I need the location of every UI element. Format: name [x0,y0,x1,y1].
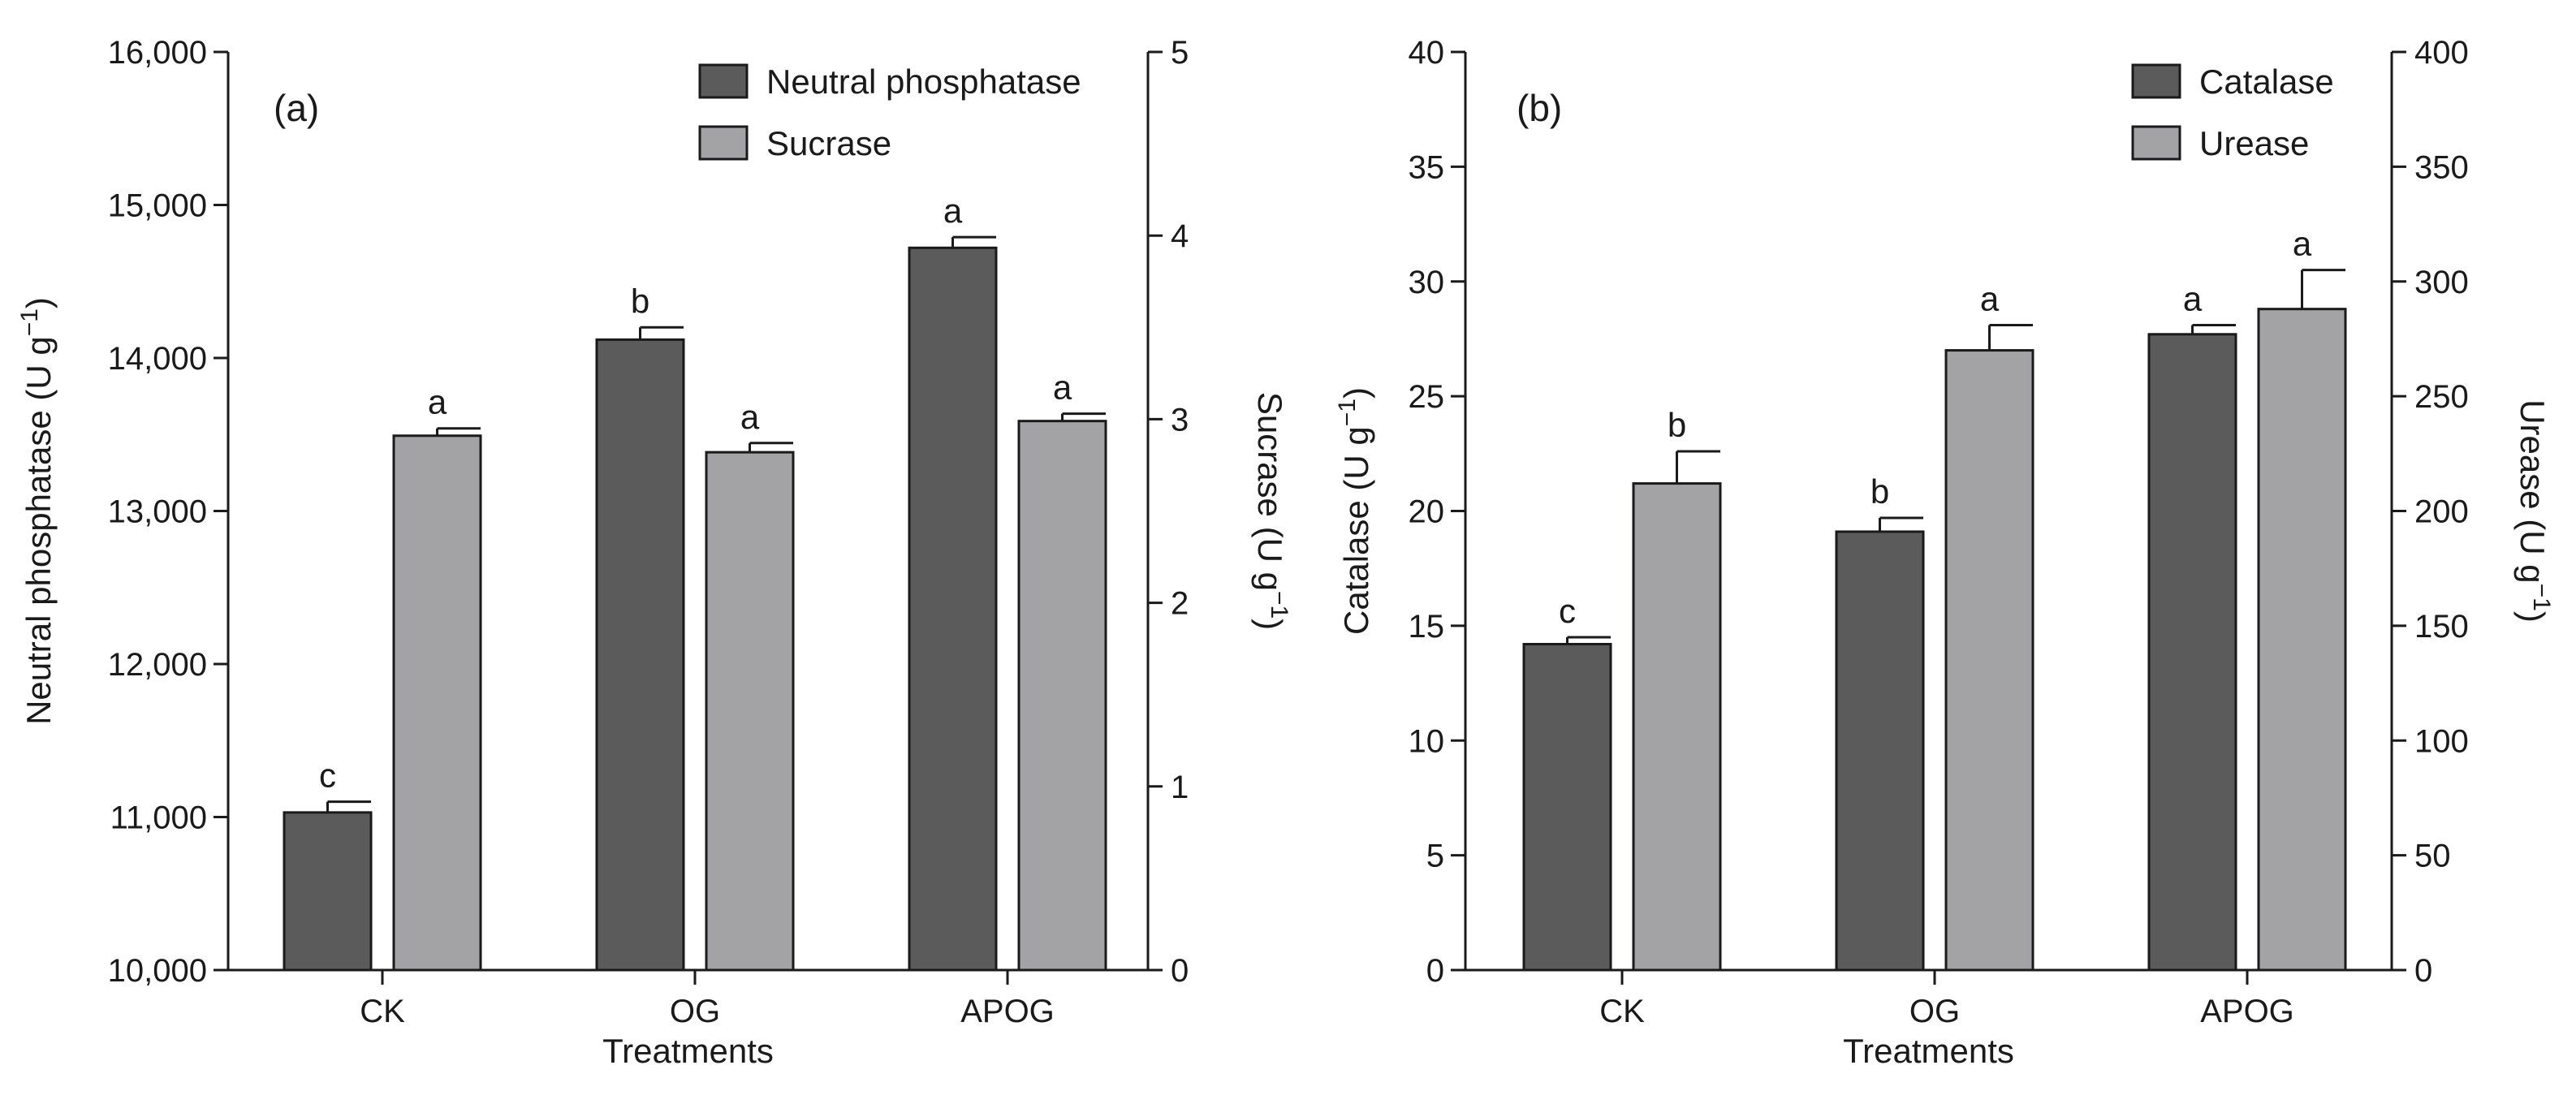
right-tick-label: 3 [1171,402,1189,438]
right-tick-label: 200 [2414,494,2469,530]
left-axis-title: Neutral phosphatase (U g−1) [16,297,58,725]
left-axis-title-superscript: −1 [16,308,43,336]
panel-label: (a) [274,87,319,129]
significance-letter: a [1980,279,2000,317]
left-axis-title-close: ) [1337,387,1375,399]
left-tick-label: 0 [1426,953,1444,989]
legend-swatch [698,63,749,99]
right-tick-label: 50 [2414,839,2451,874]
right-axis-title-superscript: −1 [1266,591,1293,619]
left-tick-label: 11,000 [110,800,207,836]
significance-letter: a [2293,225,2312,263]
left-axis-title: Catalase (U g−1) [1334,387,1376,635]
significance-letter: a [428,383,447,421]
left-tick-label: 12,000 [108,647,207,683]
left-axis-title-text: Catalase (U g [1337,426,1375,635]
right-axis-title-close: ) [1251,619,1289,630]
significance-letter: a [943,192,963,230]
left-tick-label: 15,000 [108,188,207,224]
significance-letter: a [740,398,760,436]
left-axis-title-text: Neutral phosphatase (U g [19,336,58,725]
right-axis-title: Sucrase (U g−1) [1251,392,1293,630]
x-tick-label: APOG [2200,994,2294,1029]
x-axis-title: Treatments [602,1032,774,1070]
left-tick-label: 40 [1409,35,1445,71]
bar-neutral-phosphatase [908,246,998,972]
legend-swatch [698,125,749,161]
significance-letter: b [631,282,649,320]
bar-urease [1632,482,1722,972]
x-tick-label: OG [670,994,720,1029]
legend-swatch [2131,125,2181,161]
bar-sucrase [705,451,795,972]
bar-catalase [1522,642,1612,972]
right-axis-title-close: ) [2513,611,2552,623]
left-tick-label: 20 [1409,494,1445,530]
x-tick-label: CK [1599,994,1645,1029]
significance-letter: c [319,757,336,795]
bar-sucrase [392,434,482,972]
significance-letter: b [1871,472,1889,511]
left-tick-label: 35 [1409,149,1445,185]
right-axis-title-superscript: −1 [2529,584,2556,611]
legend-label: Neutral phosphatase [766,63,1081,101]
right-axis-title-text: Urease (U g [2513,399,2552,583]
right-tick-label: 5 [1171,35,1189,71]
legend-label: Urease [2199,124,2309,162]
x-axis-title: Treatments [1843,1032,2014,1070]
left-tick-label: 13,000 [108,494,207,530]
bar-sucrase [1017,420,1107,972]
x-tick-label: OG [1909,994,1960,1029]
left-tick-label: 10 [1409,723,1445,759]
legend-swatch [2131,63,2181,99]
bar-neutral-phosphatase [283,811,373,972]
right-tick-label: 300 [2414,265,2469,300]
right-tick-label: 250 [2414,379,2469,415]
bar-urease [2257,308,2347,972]
right-tick-label: 0 [2414,953,2432,989]
x-tick-label: CK [360,994,405,1029]
right-tick-label: 1 [1171,770,1189,805]
right-axis-title: Urease (U g−1) [2513,399,2556,623]
significance-letter: a [1053,369,1072,407]
left-tick-label: 5 [1426,839,1444,874]
left-tick-label: 10,000 [108,953,207,989]
x-tick-label: APOG [960,994,1055,1029]
left-tick-label: 14,000 [108,341,207,377]
significance-letter: a [2183,279,2203,317]
left-tick-label: 25 [1409,379,1445,415]
bar-catalase [1835,530,1925,972]
bar-catalase [2147,333,2237,972]
right-axis-title-text: Sucrase (U g [1251,392,1289,591]
bar-urease [1944,349,2034,972]
right-tick-label: 150 [2414,609,2469,645]
significance-letter: c [1559,592,1576,630]
right-tick-label: 0 [1171,953,1189,989]
right-tick-label: 350 [2414,149,2469,185]
right-tick-label: 400 [2414,35,2469,71]
legend-label: Sucrase [766,124,891,162]
right-tick-label: 2 [1171,586,1189,622]
panel-label: (b) [1517,87,1562,129]
significance-letter: b [1668,406,1686,444]
left-axis-title-close: ) [19,297,58,308]
right-tick-label: 100 [2414,723,2469,759]
legend-label: Catalase [2199,63,2334,101]
left-tick-label: 16,000 [108,35,207,71]
left-tick-label: 30 [1409,265,1445,300]
chart-panel-b: 0510152025303540050100150200250300350400… [1334,35,2556,1070]
left-axis-title-superscript: −1 [1334,399,1361,426]
bar-neutral-phosphatase [595,338,685,972]
left-tick-label: 15 [1409,609,1445,645]
chart-panel-a: 10,000 11,000 12,000 13,000 14,000 15,000 16,0… [16,35,1293,1070]
right-tick-label: 4 [1171,218,1189,254]
